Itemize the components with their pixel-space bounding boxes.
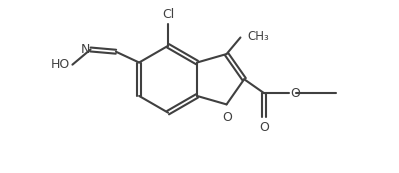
Text: O: O [259, 121, 269, 134]
Text: HO: HO [51, 58, 70, 71]
Text: Cl: Cl [162, 8, 174, 21]
Text: CH₃: CH₃ [247, 30, 269, 43]
Text: O: O [290, 87, 300, 100]
Text: N: N [81, 43, 90, 56]
Text: O: O [222, 111, 232, 125]
